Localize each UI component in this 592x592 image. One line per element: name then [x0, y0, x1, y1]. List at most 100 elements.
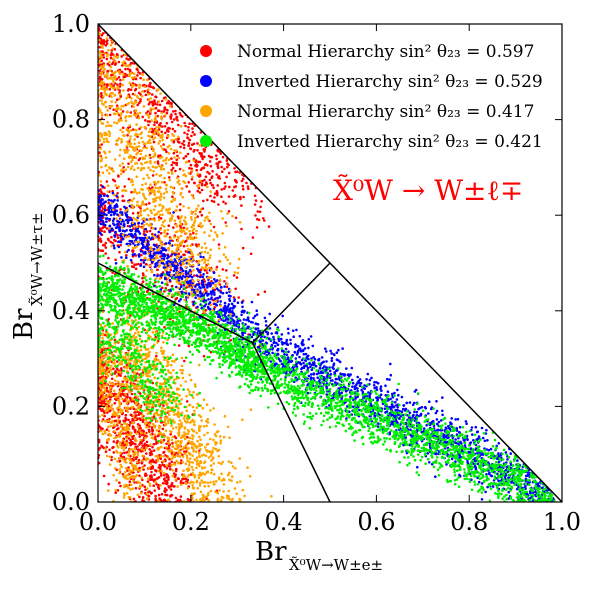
data-point — [158, 174, 161, 178]
data-point — [481, 453, 485, 456]
data-point — [197, 183, 201, 187]
data-point — [352, 405, 355, 409]
data-point — [105, 386, 109, 390]
data-point — [145, 247, 148, 251]
data-point — [126, 103, 129, 106]
data-point — [105, 133, 109, 136]
data-point — [134, 162, 137, 165]
data-point — [143, 142, 147, 145]
data-point — [172, 226, 175, 229]
data-point — [285, 353, 289, 357]
data-point — [264, 320, 268, 323]
data-point — [122, 78, 125, 81]
data-point — [202, 291, 206, 294]
data-point — [149, 183, 152, 186]
data-point — [218, 318, 221, 321]
data-point — [137, 214, 141, 218]
data-point — [146, 78, 149, 82]
data-point — [179, 459, 183, 462]
data-point — [172, 118, 176, 121]
data-point — [182, 180, 185, 183]
data-point — [112, 76, 115, 79]
data-point — [132, 216, 135, 220]
data-point — [221, 291, 225, 295]
data-point — [127, 162, 130, 165]
data-point — [140, 461, 144, 464]
data-point — [195, 168, 198, 172]
data-point — [203, 183, 207, 187]
data-point — [187, 159, 191, 163]
data-point — [186, 152, 190, 156]
data-point — [192, 142, 196, 146]
data-point — [122, 134, 125, 137]
data-point — [166, 267, 169, 270]
data-point — [189, 281, 192, 284]
data-point — [112, 178, 115, 182]
data-point — [177, 273, 181, 276]
data-point — [137, 71, 140, 74]
data-point — [175, 115, 179, 119]
data-point — [122, 399, 126, 403]
data-point — [441, 413, 444, 417]
data-point — [164, 131, 167, 135]
data-point — [105, 441, 109, 444]
data-point — [144, 93, 148, 97]
data-point — [189, 271, 192, 275]
data-point — [109, 43, 113, 47]
data-point — [145, 236, 149, 239]
data-point — [158, 228, 162, 232]
data-point — [127, 129, 131, 133]
points-layer — [98, 25, 556, 502]
data-point — [186, 136, 189, 139]
data-point — [163, 487, 167, 490]
data-point — [227, 310, 231, 314]
data-point — [165, 121, 169, 125]
data-point — [225, 291, 228, 295]
data-point — [150, 474, 153, 477]
data-point — [153, 123, 156, 127]
data-point — [402, 404, 405, 407]
data-point — [274, 344, 277, 348]
data-point — [114, 184, 117, 187]
data-point — [223, 306, 226, 310]
data-point — [184, 477, 188, 481]
data-point — [113, 93, 117, 97]
data-point — [155, 173, 158, 176]
data-point — [256, 293, 260, 296]
data-point — [152, 169, 155, 173]
data-point — [483, 439, 487, 443]
data-point — [124, 250, 127, 254]
data-point — [129, 233, 133, 236]
data-point — [515, 487, 519, 491]
data-point — [146, 207, 149, 211]
data-point — [141, 499, 144, 502]
data-point — [118, 240, 121, 244]
data-point — [199, 255, 202, 258]
data-point — [163, 176, 166, 180]
data-point — [167, 99, 170, 103]
data-point — [142, 265, 146, 269]
data-point — [152, 460, 156, 463]
data-point — [182, 173, 185, 177]
data-point — [166, 128, 169, 131]
data-point — [121, 167, 124, 171]
data-point — [103, 194, 106, 197]
data-point — [187, 129, 190, 132]
data-point — [203, 155, 206, 159]
data-point — [330, 352, 333, 355]
data-point — [419, 413, 423, 417]
data-point — [224, 185, 227, 188]
data-point — [198, 151, 201, 155]
data-point — [182, 139, 186, 143]
data-point — [110, 95, 113, 98]
data-point — [164, 148, 167, 152]
data-point — [358, 384, 362, 388]
data-point — [184, 271, 188, 275]
data-point — [156, 256, 159, 260]
data-point — [137, 221, 141, 225]
data-point — [117, 174, 120, 177]
data-point — [133, 138, 136, 141]
data-point — [119, 222, 123, 226]
data-point — [227, 195, 231, 198]
data-point — [222, 319, 225, 323]
